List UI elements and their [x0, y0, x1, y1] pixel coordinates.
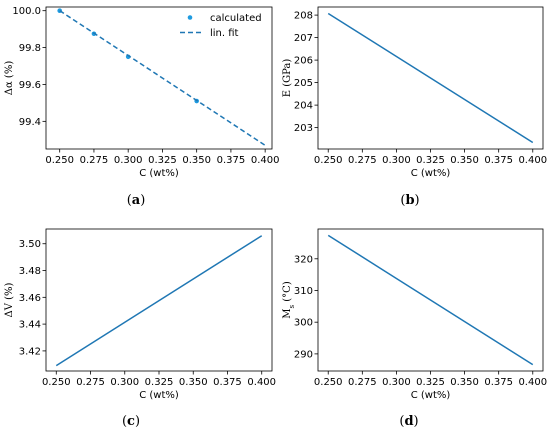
y-tick-label: 205	[294, 78, 313, 89]
x-tick-label: 0.325	[416, 155, 445, 166]
legend-label: calculated	[210, 13, 262, 24]
series-line	[55, 235, 263, 367]
x-axis-label: C (wt%)	[411, 390, 451, 401]
x-tick-label: 0.300	[382, 155, 411, 166]
y-tick-label: 3.44	[19, 320, 41, 331]
x-tick-label: 0.375	[484, 377, 513, 388]
x-tick-label: 0.275	[348, 377, 377, 388]
panel-caption: (b)	[400, 193, 419, 208]
x-tick-label: 0.350	[450, 377, 479, 388]
x-tick-label: 0.325	[145, 377, 174, 388]
y-tick-label: 310	[294, 286, 313, 297]
x-tick-label: 0.250	[314, 155, 343, 166]
y-tick-label: 206	[294, 56, 313, 67]
y-tick-label: 204	[294, 101, 313, 112]
panel-d: 0.250 0.275 0.300 0.325 0.350 0.375 0.400 290 30…	[282, 228, 547, 429]
y-tick-label: 208	[294, 11, 313, 22]
y-tick-label: 99.4	[19, 117, 41, 128]
y-tick-label: 207	[294, 33, 313, 44]
x-tick-label: 0.250	[45, 155, 74, 166]
x-tick-label: 0.250	[42, 377, 71, 388]
y-tick-label: 3.46	[19, 293, 41, 304]
panel-b: 0.250 0.275 0.300 0.325 0.350 0.375 0.400 203 20…	[282, 6, 547, 208]
x-tick-label: 0.325	[148, 155, 177, 166]
series-line	[327, 234, 534, 366]
x-tick-label: 0.400	[518, 377, 547, 388]
panel-caption: (a)	[127, 193, 146, 208]
y-axis-label-main: M	[282, 308, 293, 318]
x-tick-label: 0.400	[518, 155, 547, 166]
plot-frame	[45, 6, 273, 150]
y-axis-label: E (GPa)	[282, 59, 293, 98]
y-tick-label: 3.42	[19, 346, 41, 357]
x-tick-label: 0.275	[80, 155, 109, 166]
y-tick-label: 300	[294, 318, 313, 329]
legend-label: lin. fit	[210, 28, 239, 39]
x-tick-label: 0.350	[182, 155, 211, 166]
y-tick-label: 3.50	[19, 239, 41, 250]
x-tick-label: 0.350	[450, 155, 479, 166]
x-tick-label: 0.325	[416, 377, 445, 388]
y-tick-label: 290	[294, 349, 313, 360]
x-tick-label: 0.350	[179, 377, 208, 388]
x-tick-label: 0.300	[114, 155, 143, 166]
panel-caption: (c)	[122, 414, 140, 429]
legend: calculated lin. fit	[180, 13, 262, 39]
y-tick-label: 99.6	[19, 80, 41, 91]
x-tick-label: 0.300	[382, 377, 411, 388]
y-tick-label: 99.8	[19, 43, 41, 54]
y-axis-label: Ms (°C)	[282, 281, 296, 319]
y-tick-label: 320	[294, 254, 313, 265]
y-axis-label: ΔV (%)	[4, 282, 15, 317]
x-tick-label: 0.275	[348, 155, 377, 166]
x-tick-label: 0.275	[76, 377, 105, 388]
y-axis-label-unit: (°C)	[282, 281, 293, 305]
panel-a: 0.250 0.275 0.300 0.325 0.350 0.375 0.400 99.4 9…	[4, 6, 279, 208]
y-tick-label: 3.48	[19, 266, 41, 277]
y-tick-label: 100.0	[12, 6, 41, 17]
x-axis-label: C (wt%)	[411, 168, 451, 179]
fit-line	[59, 10, 266, 146]
x-tick-label: 0.250	[314, 377, 343, 388]
y-tick-label: 203	[294, 123, 313, 134]
x-tick-label: 0.375	[217, 155, 246, 166]
panel-c: 0.250 0.275 0.300 0.325 0.350 0.375 0.400 3.42 3…	[4, 228, 276, 429]
y-axis-label: Δα (%)	[4, 61, 15, 96]
x-axis-label: C (wt%)	[139, 168, 179, 179]
y-axis-label-subscript: s	[288, 304, 296, 308]
x-tick-label: 0.300	[110, 377, 139, 388]
x-tick-label: 0.375	[484, 155, 513, 166]
x-tick-label: 0.400	[251, 155, 280, 166]
x-tick-label: 0.400	[247, 377, 276, 388]
panel-caption: (d)	[399, 414, 418, 429]
x-tick-label: 0.375	[213, 377, 242, 388]
x-axis-label: C (wt%)	[139, 390, 179, 401]
series-line	[327, 12, 534, 144]
legend-marker-calculated	[187, 15, 193, 20]
